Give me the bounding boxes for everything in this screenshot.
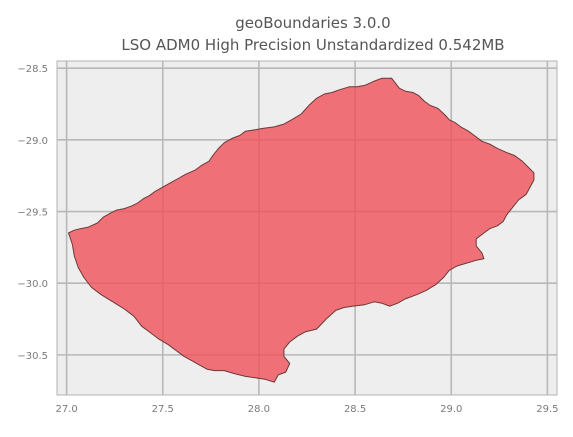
y-tick-label: −29.5	[17, 208, 48, 219]
x-tick-label: 27.0	[55, 404, 77, 415]
y-tick-label: −28.5	[17, 64, 48, 75]
lesotho-boundary-shape	[68, 77, 535, 383]
x-tick-label: 27.5	[152, 404, 174, 415]
y-tick-label: −29.0	[17, 136, 48, 147]
y-tick-label: −30.0	[17, 279, 48, 290]
x-tick-label: 28.0	[248, 404, 270, 415]
figure-title-line-1: geoBoundaries 3.0.0	[235, 14, 390, 32]
x-axis-tick-labels: 27.0 27.5 28.0 28.5 29.0 29.5	[55, 404, 558, 415]
x-tick-label: 28.5	[344, 404, 366, 415]
x-tick-label: 29.0	[440, 404, 462, 415]
y-tick-label: −30.5	[17, 351, 48, 362]
figure-title-line-2: LSO ADM0 High Precision Unstandardized 0…	[121, 36, 504, 54]
x-tick-label: 29.5	[536, 404, 558, 415]
y-axis-tick-labels: −28.5 −29.0 −29.5 −30.0 −30.5	[17, 64, 48, 362]
